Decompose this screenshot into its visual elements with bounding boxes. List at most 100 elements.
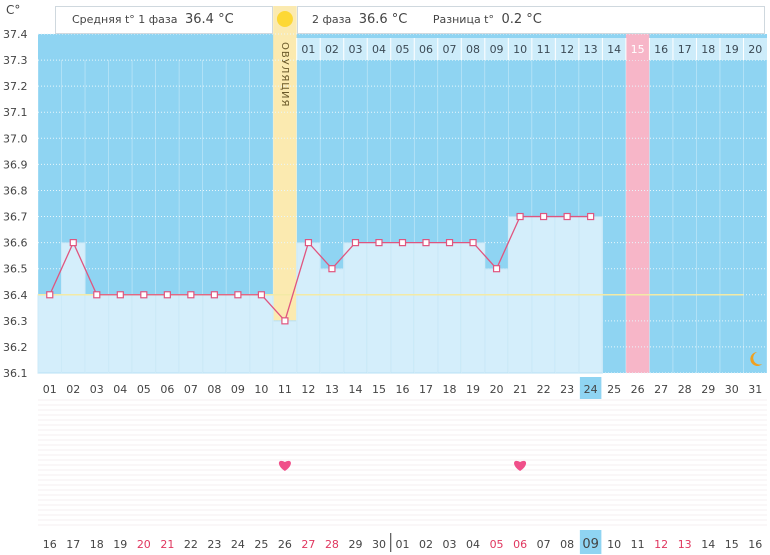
temperature-point (281, 317, 289, 325)
y-tick-label: 36.6 (3, 237, 28, 250)
y-tick-label: 36.9 (3, 158, 28, 171)
phase2-day-label: 05 (396, 43, 410, 56)
calendar-date-label: 21 (160, 538, 174, 551)
y-tick-label: 37.3 (3, 54, 28, 67)
temperature-bar (296, 242, 321, 374)
y-tick-label: 36.5 (3, 263, 28, 276)
y-tick-label: 36.3 (3, 315, 28, 328)
temperature-bar (37, 294, 63, 374)
calendar-date-label: 19 (113, 538, 127, 551)
temperature-bar (390, 242, 415, 374)
temperature-point (587, 212, 595, 221)
calendar-date-label: 01 (396, 538, 410, 551)
temperature-bar (225, 294, 251, 374)
cycle-day-label: 16 (396, 383, 410, 396)
phase2-summary: 2 фаза 36.6 °C Разница t° 0.2 °C (297, 6, 765, 34)
calendar-date-label: 04 (466, 538, 480, 551)
calendar-date-label: 12 (654, 538, 668, 551)
cycle-day-label: 05 (137, 383, 151, 396)
phase2-day-label: 16 (654, 43, 668, 56)
temperature-bar (460, 242, 486, 374)
phase2-day-label: 11 (537, 43, 551, 56)
y-tick-label: 36.7 (3, 211, 28, 224)
temperature-point (469, 239, 477, 247)
temperature-point (93, 291, 101, 299)
cycle-day-label: 07 (184, 383, 198, 396)
calendar-date-label: 18 (90, 538, 104, 551)
cycle-day-label: 27 (654, 383, 668, 396)
y-tick-label: 36.1 (3, 367, 28, 380)
temperature-point (304, 239, 313, 247)
cycle-day-label: 25 (607, 383, 621, 396)
calendar-date-label: 14 (701, 538, 715, 551)
temperature-point (69, 239, 77, 247)
moon-icon (750, 352, 763, 366)
phase1-summary: Средняя t° 1 фаза 36.4 °C (55, 6, 273, 34)
cycle-day-label: 01 (43, 383, 57, 396)
temperature-bar (178, 294, 204, 374)
calendar-date-label: 13 (678, 538, 692, 551)
temperature-bar (484, 268, 509, 374)
calendar-date-label: 15 (725, 538, 739, 551)
calendar-date-label: 30 (372, 538, 386, 551)
y-axis-title: C° (6, 3, 20, 17)
cycle-day-label: 09 (231, 383, 245, 396)
temperature-bar (366, 242, 392, 374)
heart-icon (278, 460, 291, 471)
calendar-date-label: 08 (560, 538, 574, 551)
calendar-date-label: 22 (184, 538, 198, 551)
today-day-highlight (579, 377, 602, 399)
phase2-day-label: 18 (701, 43, 715, 56)
temperature-point (539, 212, 548, 221)
y-tick-label: 36.2 (3, 341, 28, 354)
calendar-date-label: 16 (748, 538, 762, 551)
heart-icon (514, 460, 527, 471)
temperature-point (445, 239, 454, 247)
cycle-day-label: 03 (90, 383, 104, 396)
temperature-point (351, 239, 360, 247)
cycle-day-label: 10 (254, 383, 268, 396)
temperature-bar (343, 242, 368, 374)
cycle-day-label: 20 (490, 383, 504, 396)
cycle-day-label: 02 (66, 383, 80, 396)
calendar-date-label: 07 (537, 538, 551, 551)
cycle-day-label: 06 (160, 383, 174, 396)
calendar-date-label: 17 (66, 538, 80, 551)
temperature-bar (319, 268, 345, 374)
phase2-day-label: 07 (443, 43, 457, 56)
diff-label: Разница t° (432, 13, 494, 26)
calendar-date-label: 27 (301, 538, 315, 551)
calendar-date-label: 20 (137, 538, 151, 551)
phase2-day-label: 06 (419, 43, 433, 56)
cycle-day-label: 17 (419, 383, 433, 396)
calendar-date-label: 06 (513, 538, 527, 551)
phase2-day-label: 14 (607, 43, 621, 56)
cycle-day-label: 24 (584, 383, 598, 396)
cycle-day-label: 28 (678, 383, 692, 396)
diff-value: 0.2 °C (501, 12, 542, 27)
calendar-date-label: 16 (43, 538, 57, 551)
phase2-day-label: 20 (748, 43, 762, 56)
cycle-day-label: 13 (325, 383, 339, 396)
temperature-point (234, 291, 242, 299)
cycle-day-label: 19 (466, 383, 480, 396)
calendar-today-highlight (579, 530, 602, 554)
cycle-day-label: 12 (301, 383, 315, 396)
cycle-day-label: 30 (725, 383, 739, 396)
temperature-point (563, 212, 571, 221)
calendar-date-label: 29 (348, 538, 362, 551)
phase2-day-label: 12 (560, 43, 574, 56)
cycle-day-label: 08 (207, 383, 221, 396)
calendar-date-label: 10 (607, 538, 621, 551)
cycle-day-label: 29 (701, 383, 715, 396)
temperature-point (257, 291, 266, 299)
phase2-day-label: 10 (513, 43, 527, 56)
phase2-day-label: 17 (678, 43, 692, 56)
phase2-day-label: 01 (301, 43, 315, 56)
phase2-day-label: 02 (325, 43, 339, 56)
temperature-bar (249, 294, 274, 374)
ovulation-sun-icon (276, 11, 293, 27)
phase2-day-label: 03 (348, 43, 362, 56)
